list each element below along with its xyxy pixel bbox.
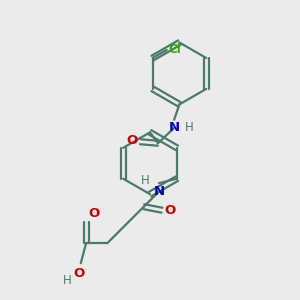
Text: N: N (154, 184, 165, 198)
Text: H: H (63, 274, 72, 286)
Text: H: H (185, 121, 194, 134)
Text: H: H (141, 174, 150, 187)
Text: O: O (164, 204, 176, 217)
Text: O: O (126, 134, 137, 147)
Text: N: N (169, 121, 180, 134)
Text: Cl: Cl (169, 44, 182, 56)
Text: O: O (74, 267, 85, 280)
Text: O: O (88, 207, 100, 220)
